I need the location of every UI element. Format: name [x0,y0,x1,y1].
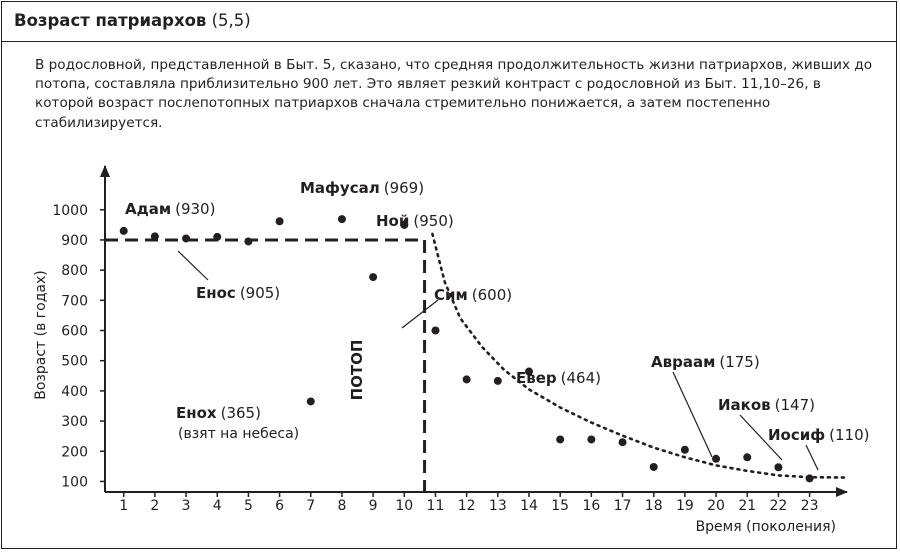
figure-title: Возраст патриархов (5,5) [14,11,251,30]
data-point [431,326,440,335]
x-tick-label: 6 [275,498,284,514]
data-point [462,375,471,384]
annotation-leaders [177,250,819,471]
y-tick-label: 900 [61,233,88,249]
y-tick-label: 700 [61,293,88,309]
annotation-enoh: Енох (365) [176,404,261,422]
y-tick-label: 200 [61,444,88,460]
title-ref: (5,5) [211,11,251,30]
data-point [743,453,752,462]
annotation-enoh-note: (взят на небеса) [178,426,299,442]
x-tick-label: 5 [244,498,253,514]
data-point [150,232,159,241]
annotation-mafusal: Мафусал (969) [300,179,424,197]
annotation-sim: Сим (600) [434,286,512,304]
data-point [337,215,346,224]
x-tick-label: 9 [369,498,378,514]
x-tick-label: 16 [582,498,600,514]
post-flood-decline-curve [431,232,846,479]
title-main: Возраст патриархов [14,11,207,30]
x-tick-label: 10 [395,498,413,514]
data-point [244,237,253,246]
leader-iakov [739,414,783,461]
y-axis-label: Возраст (в годах) [33,270,49,399]
leader-avraam [672,371,713,458]
y-tick-label: 300 [61,414,88,430]
data-point [182,234,191,243]
data-point [556,435,565,444]
x-tick-label: 13 [489,498,507,514]
annotation-noi: Ной (950) [376,212,454,230]
data-point [493,376,502,385]
x-tick-label: 23 [801,498,819,514]
data-point [649,462,658,471]
data-point [774,463,783,472]
data-point [400,220,409,229]
data-point [275,217,284,226]
annotations: Адам (930) Енос (905) Мафусал (969) Ной (950… [125,179,870,444]
leader-sim [401,299,439,329]
data-point [119,226,128,235]
data-point [712,454,721,463]
x-tick-label: 19 [676,498,694,514]
data-point [587,435,596,444]
flood-label: ПОТОП [348,340,366,401]
x-tick-label: 18 [645,498,663,514]
annotation-iakov: Иаков (147) [718,396,815,414]
leader-enos [177,250,209,281]
annotation-avraam: Авраам (175) [651,353,760,371]
x-ticks: 1 2 3 4 5 6 7 8 9 10 11 12 13 14 15 16 17 18 19 20 21 22 23 [119,492,819,514]
leader-iosif [805,444,819,471]
x-tick-label: 4 [213,498,222,514]
y-tick-label: 400 [61,384,88,400]
x-tick-label: 14 [520,498,538,514]
data-point [618,438,627,447]
x-tick-label: 2 [150,498,159,514]
data-point [306,397,315,406]
x-axis-label: Время (поколения) [696,519,836,535]
y-tick-label: 1000 [52,203,88,219]
y-tick-label: 800 [61,263,88,279]
x-tick-label: 17 [614,498,632,514]
y-tick-label: 100 [61,474,88,490]
x-tick-label: 8 [337,498,346,514]
x-tick-label: 22 [769,498,787,514]
x-tick-label: 20 [707,498,725,514]
y-tick-label: 500 [61,354,88,370]
data-point [805,474,814,483]
x-tick-label: 11 [427,498,445,514]
figure-description: В родословной, представленной в Быт. 5, … [35,57,873,131]
data-points [119,215,814,483]
data-point [369,273,378,282]
data-point [680,445,689,454]
x-tick-label: 1 [119,498,128,514]
x-tick-label: 12 [458,498,476,514]
data-point [525,367,533,376]
data-point [213,232,222,241]
annotation-adam: Адам (930) [125,200,215,218]
annotation-ever: Евер (464) [516,369,601,387]
figure-header: Возраст патриархов (5,5) [2,2,896,42]
x-tick-label: 15 [551,498,569,514]
y-tick-label: 600 [61,324,88,340]
annotation-iosif: Иосиф (110) [768,426,870,444]
annotation-enos: Енос (905) [196,284,280,302]
x-tick-label: 7 [306,498,315,514]
x-tick-label: 21 [738,498,756,514]
x-tick-label: 3 [182,498,191,514]
y-ticks: 100 200 300 400 500 600 700 800 900 1000 [52,203,105,490]
